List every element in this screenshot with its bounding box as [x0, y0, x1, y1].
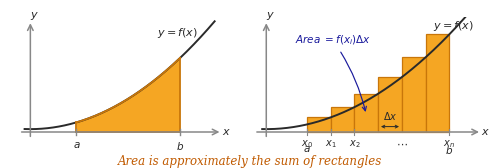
Text: $x_n$: $x_n$ — [444, 138, 455, 150]
Bar — [402, 57, 425, 132]
Bar — [378, 77, 402, 132]
Text: Area is approximately the sum of rectangles: Area is approximately the sum of rectang… — [118, 155, 382, 168]
Bar — [354, 94, 378, 132]
Bar — [426, 34, 450, 132]
Text: $y = f(x)$: $y = f(x)$ — [433, 19, 474, 33]
Text: $x_0$: $x_0$ — [301, 138, 313, 150]
Text: $\Delta x$: $\Delta x$ — [382, 110, 398, 122]
Text: $a$: $a$ — [303, 143, 311, 154]
Text: $y = f(x)$: $y = f(x)$ — [157, 26, 198, 40]
Text: $b$: $b$ — [446, 143, 454, 156]
Text: $x_2$: $x_2$ — [348, 138, 360, 150]
Bar — [307, 117, 330, 132]
Text: Area $= f(x_i)\Delta x$: Area $= f(x_i)\Delta x$ — [294, 33, 371, 111]
Bar — [330, 107, 354, 132]
Text: $\cdots$: $\cdots$ — [396, 138, 408, 149]
Text: $x_1$: $x_1$ — [325, 138, 336, 150]
Text: $b$: $b$ — [176, 140, 184, 152]
Text: $a$: $a$ — [72, 140, 80, 150]
Text: $y$: $y$ — [30, 10, 38, 22]
Text: $y$: $y$ — [266, 10, 275, 22]
Text: $x$: $x$ — [222, 127, 230, 137]
Text: $x$: $x$ — [482, 127, 490, 137]
